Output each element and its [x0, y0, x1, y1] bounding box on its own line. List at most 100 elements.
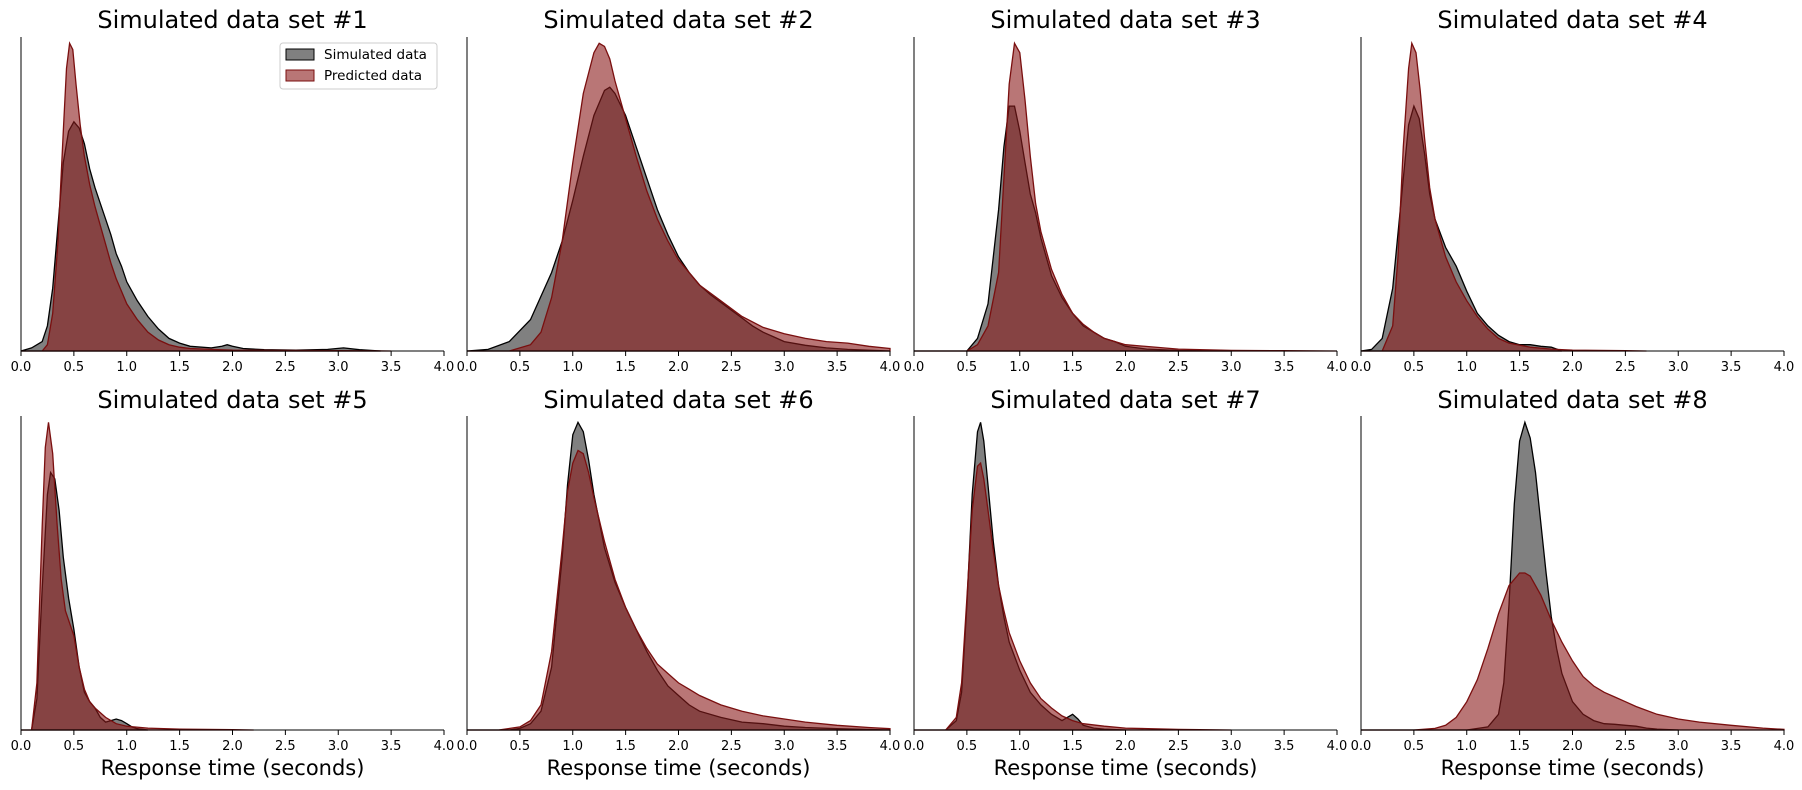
- predicted-data-area: [21, 422, 254, 731]
- x-tick-label: 1.5: [169, 739, 190, 754]
- x-tick-label: 2.0: [668, 360, 689, 375]
- legend-swatch-simulated: [285, 48, 315, 61]
- panel-2: Simulated data set #2 0.0 0.5 1.0 1.5 2.0 2.5 3…: [457, 6, 901, 375]
- legend: Simulated data Predicted data: [279, 42, 438, 90]
- x-tick-label: 2.0: [1562, 360, 1583, 375]
- panel-title: Simulated data set #7: [990, 386, 1260, 414]
- x-tick-label: 1.0: [1009, 360, 1030, 375]
- x-tick-label: 3.0: [1668, 739, 1689, 754]
- x-tick-label: 4.0: [1774, 360, 1795, 375]
- panel-6: Simulated data set #6 0.0 0.5 1.0 1.5 2.0 2.5 3…: [457, 386, 901, 780]
- predicted-data-area: [914, 41, 1338, 352]
- x-tick-label: 3.5: [1721, 739, 1742, 754]
- x-tick-label: 2.0: [668, 739, 689, 754]
- x-tick-label: 2.5: [721, 360, 742, 375]
- x-tick-label: 0.5: [1404, 739, 1425, 754]
- predicted-data-area: [467, 449, 891, 731]
- x-tick-label: 0.0: [1351, 739, 1372, 754]
- x-tick-label: 2.5: [1168, 739, 1189, 754]
- predicted-data-area: [467, 42, 891, 352]
- x-tick-label: 1.5: [1062, 360, 1083, 375]
- panel-5: Simulated data set #5 0.0 0.5 1.0 1.5 2.0 2.5 3…: [11, 386, 455, 780]
- panel-title: Simulated data set #1: [97, 6, 367, 34]
- x-tick-label: 0.0: [457, 739, 478, 754]
- x-tick-label: 4.0: [434, 739, 455, 754]
- x-tick-label: 1.5: [1062, 739, 1083, 754]
- x-tick-label: 1.0: [1456, 739, 1477, 754]
- x-tick-label: 0.0: [11, 360, 32, 375]
- x-tick-label: 2.0: [1115, 360, 1136, 375]
- x-tick-label: 2.0: [222, 360, 243, 375]
- panel-1: Simulated data set #1 0.0 0.5 1.0 1.5 2.0 2.5 3…: [11, 6, 455, 375]
- panel-8: Simulated data set #8 0.0 0.5 1.0 1.5 2.0 2.5 3…: [1351, 386, 1795, 780]
- panel-3: Simulated data set #3 0.0 0.5 1.0 1.5 2.0 2.5 3…: [904, 6, 1348, 375]
- legend-label: Predicted data: [324, 68, 422, 84]
- x-tick-label: 3.0: [328, 739, 349, 754]
- panel-7: Simulated data set #7 0.0 0.5 1.0 1.5 2.0 2.5 3…: [904, 386, 1348, 780]
- x-tick-label: 3.5: [1274, 739, 1295, 754]
- x-tick-label: 0.5: [64, 360, 85, 375]
- predicted-data-area: [914, 461, 1232, 731]
- x-tick-label: 0.5: [957, 739, 978, 754]
- legend-swatch-predicted: [285, 69, 315, 82]
- x-tick-label: 0.0: [1351, 360, 1372, 375]
- x-tick-label: 1.0: [116, 739, 137, 754]
- x-tick-label: 4.0: [1327, 739, 1348, 754]
- legend-label: Simulated data: [324, 47, 427, 63]
- x-tick-label: 1.0: [562, 360, 583, 375]
- x-tick-label: 3.0: [774, 739, 795, 754]
- x-tick-label: 0.5: [510, 739, 531, 754]
- x-tick-label: 4.0: [880, 739, 901, 754]
- x-tick-label: 3.0: [774, 360, 795, 375]
- x-tick-label: 1.0: [562, 739, 583, 754]
- x-tick-label: 3.5: [1274, 360, 1295, 375]
- x-axis-label: Response time (seconds): [547, 756, 811, 780]
- predicted-data-area: [1361, 40, 1647, 352]
- x-tick-label: 0.0: [904, 739, 925, 754]
- x-tick-label: 0.0: [904, 360, 925, 375]
- x-tick-label: 1.5: [615, 360, 636, 375]
- x-axis-label: Response time (seconds): [994, 756, 1258, 780]
- x-tick-label: 2.5: [721, 739, 742, 754]
- x-tick-label: 0.5: [1404, 360, 1425, 375]
- x-tick-label: 3.5: [1721, 360, 1742, 375]
- x-tick-label: 4.0: [1327, 360, 1348, 375]
- x-tick-label: 1.5: [1509, 739, 1530, 754]
- x-tick-label: 2.0: [222, 739, 243, 754]
- x-tick-label: 2.5: [275, 360, 296, 375]
- x-tick-label: 1.5: [615, 739, 636, 754]
- x-tick-label: 3.0: [1221, 739, 1242, 754]
- x-tick-label: 2.5: [1168, 360, 1189, 375]
- panel-title: Simulated data set #3: [990, 6, 1260, 34]
- x-tick-label: 0.5: [957, 360, 978, 375]
- x-tick-label: 0.5: [510, 360, 531, 375]
- x-tick-label: 2.5: [1615, 360, 1636, 375]
- x-tick-label: 2.5: [275, 739, 296, 754]
- x-tick-label: 2.5: [1615, 739, 1636, 754]
- x-tick-label: 4.0: [434, 360, 455, 375]
- x-axis-label: Response time (seconds): [101, 756, 365, 780]
- x-tick-label: 1.5: [169, 360, 190, 375]
- x-tick-label: 1.0: [116, 360, 137, 375]
- x-tick-label: 1.5: [1509, 360, 1530, 375]
- panel-title: Simulated data set #4: [1437, 6, 1707, 34]
- x-tick-label: 3.0: [1668, 360, 1689, 375]
- x-tick-label: 1.0: [1456, 360, 1477, 375]
- x-axis-label: Response time (seconds): [1441, 756, 1705, 780]
- x-tick-label: 2.0: [1115, 739, 1136, 754]
- predicted-data-area: [1361, 572, 1785, 731]
- panel-title: Simulated data set #8: [1437, 386, 1707, 414]
- legend-box: [279, 42, 438, 90]
- x-tick-label: 3.5: [381, 360, 402, 375]
- panel-4: Simulated data set #4 0.0 0.5 1.0 1.5 2.0 2.5 3…: [1351, 6, 1795, 375]
- x-tick-label: 3.0: [1221, 360, 1242, 375]
- panel-title: Simulated data set #6: [543, 386, 813, 414]
- x-tick-label: 4.0: [1774, 739, 1795, 754]
- predicted-data-area: [21, 41, 392, 352]
- x-tick-label: 3.5: [381, 739, 402, 754]
- x-tick-label: 3.5: [827, 739, 848, 754]
- x-tick-label: 3.5: [827, 360, 848, 375]
- panel-title: Simulated data set #5: [97, 386, 367, 414]
- x-tick-label: 3.0: [328, 360, 349, 375]
